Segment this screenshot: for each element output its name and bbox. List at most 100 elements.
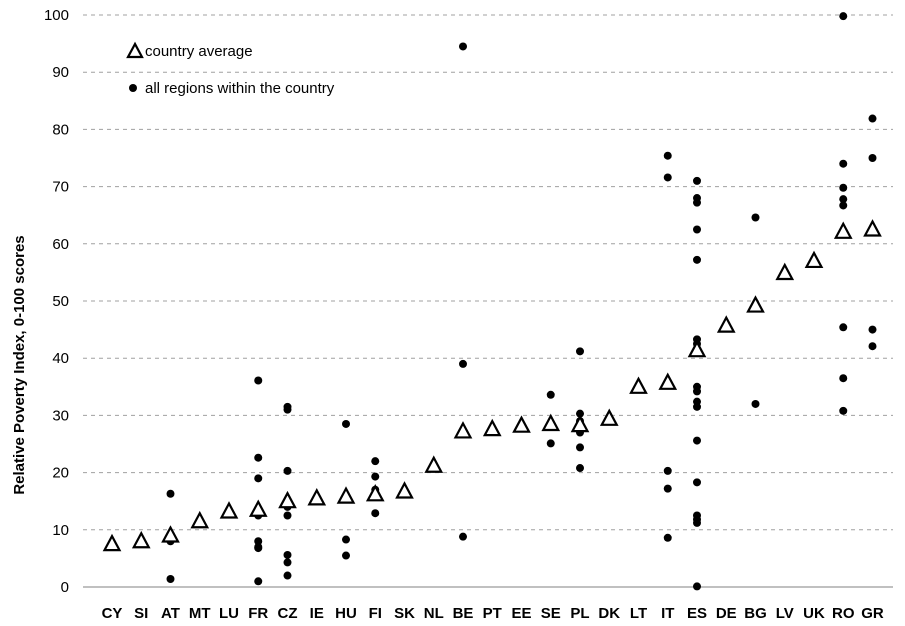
region-point-BE-34: [459, 359, 467, 368]
x-label-DE: DE: [716, 605, 737, 622]
region-point-RO-84: [839, 406, 848, 415]
region-point-ES-63: [693, 387, 701, 396]
x-label-NL: NL: [424, 605, 444, 622]
y-tick-label-20: 20: [52, 465, 69, 482]
country-average-SI: [131, 530, 151, 549]
region-point-ES-65: [693, 402, 701, 411]
country-average-PL: [570, 414, 590, 433]
region-point-FI-28: [371, 472, 380, 481]
region-point-FR-13: [254, 544, 263, 553]
country-average-PT: [482, 418, 502, 437]
region-point-RO-77: [839, 12, 848, 21]
region-points: [108, 12, 877, 591]
country-average-GR: [863, 219, 882, 237]
x-label-IT: IT: [661, 605, 674, 622]
x-label-DK: DK: [598, 605, 620, 622]
region-point-IT-54: [663, 533, 672, 542]
y-tick-label-50: 50: [52, 293, 69, 310]
region-point-ES-70: [693, 518, 701, 527]
region-point-CZ-21: [283, 558, 292, 567]
country-average-RO: [833, 221, 853, 239]
x-label-PT: PT: [483, 605, 502, 622]
country-average-LV: [775, 262, 795, 281]
x-label-LU: LU: [219, 605, 239, 622]
x-label-MT: MT: [189, 605, 211, 622]
country-average-BE: [453, 421, 473, 439]
y-tick-label-70: 70: [52, 179, 69, 196]
x-label-LV: LV: [776, 605, 794, 622]
country-average-CY: [102, 533, 122, 552]
region-point-CZ-22: [283, 571, 292, 580]
region-point-HU-24: [342, 419, 350, 428]
region-point-BE-33: [459, 42, 467, 51]
country-average-FI: [365, 484, 385, 502]
x-label-PL: PL: [570, 605, 589, 622]
legend: country average all regions within the c…: [126, 41, 335, 97]
region-point-CZ-19: [283, 511, 292, 520]
country-average-FR: [248, 499, 268, 517]
region-point-CZ-16: [283, 405, 292, 414]
region-point-GR-86: [868, 154, 877, 162]
x-label-HU: HU: [335, 605, 357, 622]
x-label-FI: FI: [369, 605, 382, 622]
x-label-FR: FR: [248, 605, 268, 622]
country-average-markers: [102, 219, 882, 552]
country-average-UK: [804, 250, 824, 269]
region-point-ES-66: [693, 436, 701, 445]
region-point-ES-55: [693, 176, 701, 185]
region-point-FR-11: [254, 537, 263, 546]
region-point-RO-78: [839, 159, 848, 168]
country-average-AT: [161, 525, 180, 543]
region-point-HU-25: [342, 535, 350, 544]
region-point-PL-41: [576, 347, 584, 356]
y-tick-label-80: 80: [52, 121, 69, 138]
y-tick-label-0: 0: [61, 579, 69, 596]
x-label-ES: ES: [687, 605, 707, 622]
region-point-BE-35: [459, 532, 467, 541]
y-tick-label-60: 60: [52, 236, 69, 253]
region-point-FR-14: [254, 577, 263, 586]
legend-country-average-label: country average: [145, 43, 253, 60]
region-point-FI-30: [371, 509, 380, 518]
region-point-SE-40: [546, 439, 555, 448]
region-point-CZ-17: [283, 466, 292, 475]
x-label-SE: SE: [541, 605, 561, 622]
region-point-RO-79: [839, 183, 848, 192]
x-category-labels: CY SI AT MT LU FR CZ IE HU FI SK NL BE PT EE SE PL DK LT IT…: [102, 605, 884, 622]
region-point-RO-83: [839, 374, 848, 383]
country-average-ES: [687, 339, 707, 358]
y-tick-label-30: 30: [52, 407, 69, 424]
y-tick-label-10: 10: [52, 522, 69, 539]
country-average-DK: [599, 408, 619, 426]
legend-regions-label: all regions within the country: [145, 80, 335, 97]
region-point-CZ-20: [283, 550, 292, 559]
region-point-FR-7: [254, 376, 263, 385]
x-label-UK: UK: [803, 605, 825, 622]
region-point-ES-57: [693, 198, 701, 207]
x-label-SK: SK: [394, 605, 415, 622]
region-point-FR-8: [254, 453, 263, 462]
region-point-RO-81: [839, 201, 848, 210]
y-tick-label-40: 40: [52, 350, 69, 367]
country-average-BG: [746, 295, 765, 313]
country-average-MT: [190, 510, 210, 529]
country-average-HU: [336, 486, 356, 504]
region-point-GR-87: [868, 325, 877, 334]
region-point-FI-27: [371, 457, 380, 466]
region-point-GR-85: [868, 114, 877, 123]
region-point-IT-50: [663, 151, 672, 160]
x-label-RO: RO: [832, 605, 855, 622]
region-point-PL-46: [576, 443, 584, 452]
x-label-IE: IE: [310, 605, 324, 622]
country-average-CZ: [278, 490, 297, 509]
region-point-RO-82: [839, 323, 848, 332]
region-point-HU-26: [342, 551, 350, 560]
country-average-SE: [541, 413, 561, 432]
y-tick-labels: 0 10 20 30 40 50 60 70 80 90 100: [44, 7, 69, 596]
country-average-SK: [395, 481, 414, 499]
x-label-LT: LT: [630, 605, 647, 622]
y-axis-title: Relative Poverty Index, 0-100 scores: [11, 235, 28, 494]
region-point-ES-59: [693, 255, 701, 264]
country-average-LT: [629, 376, 648, 394]
y-tick-label-90: 90: [52, 64, 69, 81]
